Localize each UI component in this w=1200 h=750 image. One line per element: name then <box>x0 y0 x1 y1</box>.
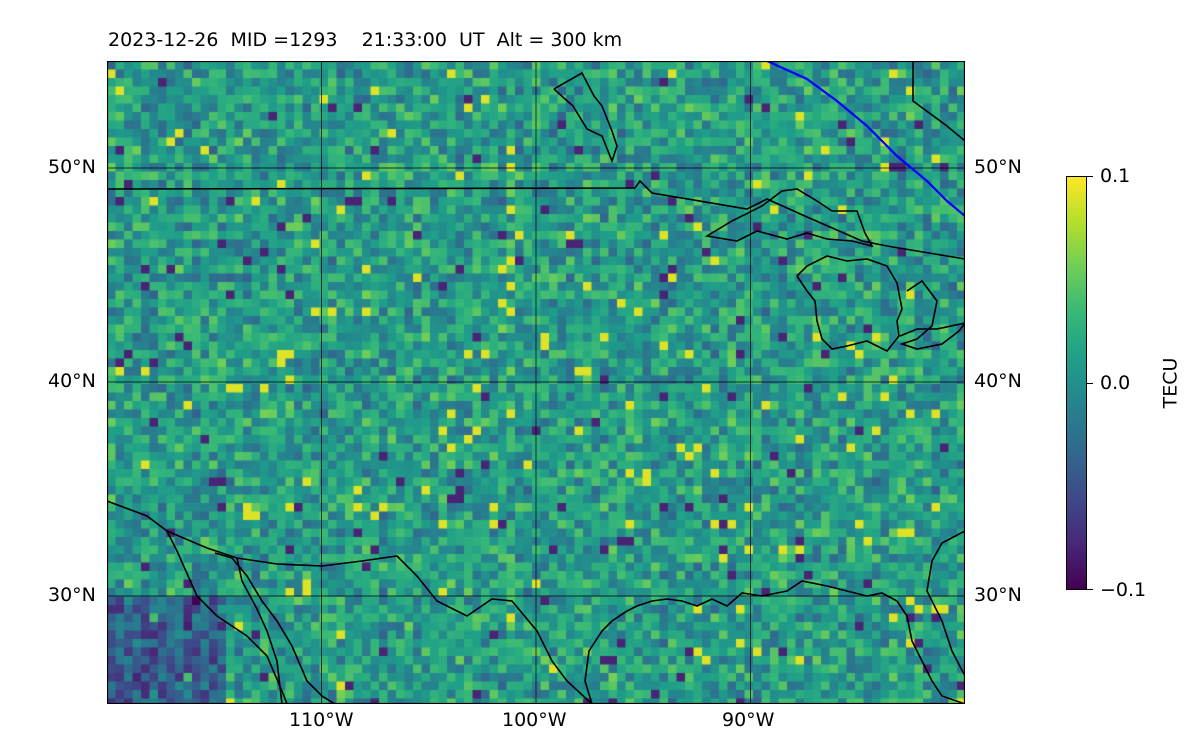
map-frame <box>107 61 965 704</box>
florida-panhandle <box>931 530 965 562</box>
lake-erie <box>899 322 965 337</box>
map-title: 2023-12-26 MID =1293 21:33:00 UT Alt = 3… <box>108 29 623 51</box>
us-mexico-border <box>107 500 593 704</box>
colorbar <box>1066 176 1087 590</box>
tec-map <box>107 61 965 704</box>
baja-peninsula <box>214 552 336 704</box>
colorbar-label-max: 0.1 <box>1100 165 1131 187</box>
florida <box>926 560 965 677</box>
lat-label-30-left: 30°N <box>48 584 96 606</box>
lon-label-100: 100°W <box>502 709 567 731</box>
lake-superior <box>704 188 874 248</box>
lake-huron <box>899 279 965 350</box>
colorbar-title: TECU <box>1159 357 1182 409</box>
lon-label-110: 110°W <box>289 709 354 731</box>
lat-label-40-left: 40°N <box>48 370 96 392</box>
colorbar-tick-max <box>1087 176 1093 177</box>
colorbar-tick-min <box>1087 589 1093 590</box>
gulf-of-california <box>236 557 283 704</box>
colorbar-tick-mid <box>1087 383 1093 384</box>
terminator-line <box>766 61 965 217</box>
map-overlay <box>107 61 965 704</box>
lat-label-50-left: 50°N <box>48 156 96 178</box>
gulf-coast <box>584 580 965 704</box>
colorbar-label-mid: 0.0 <box>1100 372 1131 394</box>
colorbar-label-min: −0.1 <box>1100 579 1147 601</box>
eastern-shore <box>912 61 965 142</box>
lon-label-90: 90°W <box>722 709 775 731</box>
lat-label-40-right: 40°N <box>974 370 1022 392</box>
coastlines <box>107 61 965 704</box>
lake-winnipeg <box>553 71 618 164</box>
lat-label-30-right: 30°N <box>974 584 1022 606</box>
lake-michigan <box>796 255 903 353</box>
canada-us-border <box>107 179 965 260</box>
lat-label-50-right: 50°N <box>974 156 1022 178</box>
